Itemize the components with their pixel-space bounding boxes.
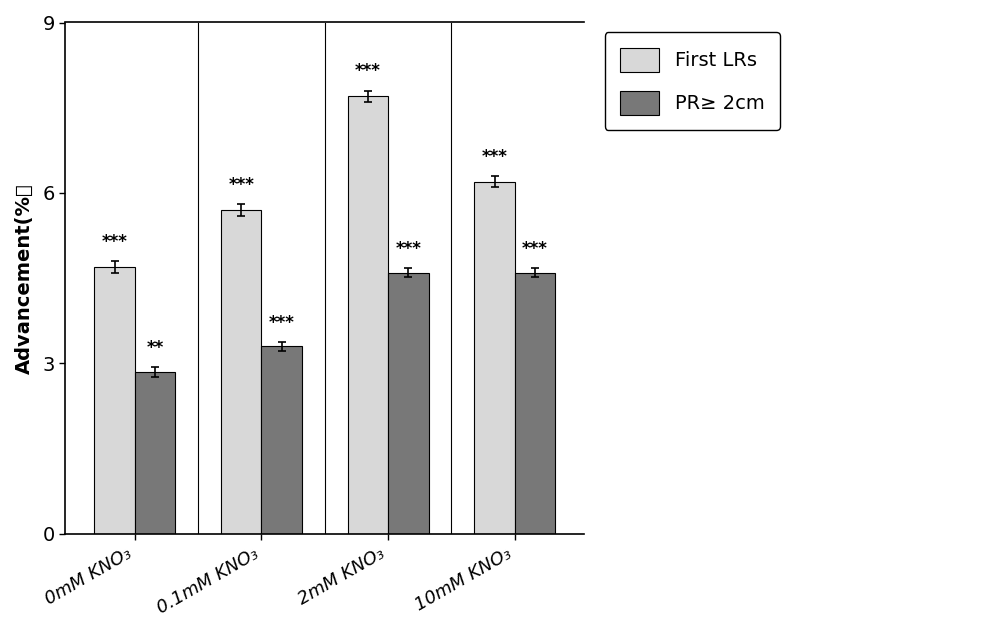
Text: **: ** [146, 339, 164, 357]
Bar [221, 210, 261, 534]
Bar [94, 267, 135, 534]
Text: ***: *** [355, 63, 381, 80]
Bar [388, 272, 429, 534]
Y-axis label: Advancement(%）: Advancement(%） [15, 183, 34, 374]
Bar [474, 181, 515, 534]
Text: ***: *** [522, 240, 548, 258]
Text: ***: *** [228, 176, 254, 194]
Text: ***: *** [102, 233, 127, 251]
Bar [348, 96, 388, 534]
Bar [135, 372, 175, 534]
Text: ***: *** [482, 148, 507, 166]
Bar [261, 346, 302, 534]
Text: ***: *** [395, 240, 421, 258]
Text: ***: *** [269, 313, 295, 332]
Legend: First LRs, PR≥ 2cm: First LRs, PR≥ 2cm [605, 32, 780, 130]
Bar [515, 272, 555, 534]
